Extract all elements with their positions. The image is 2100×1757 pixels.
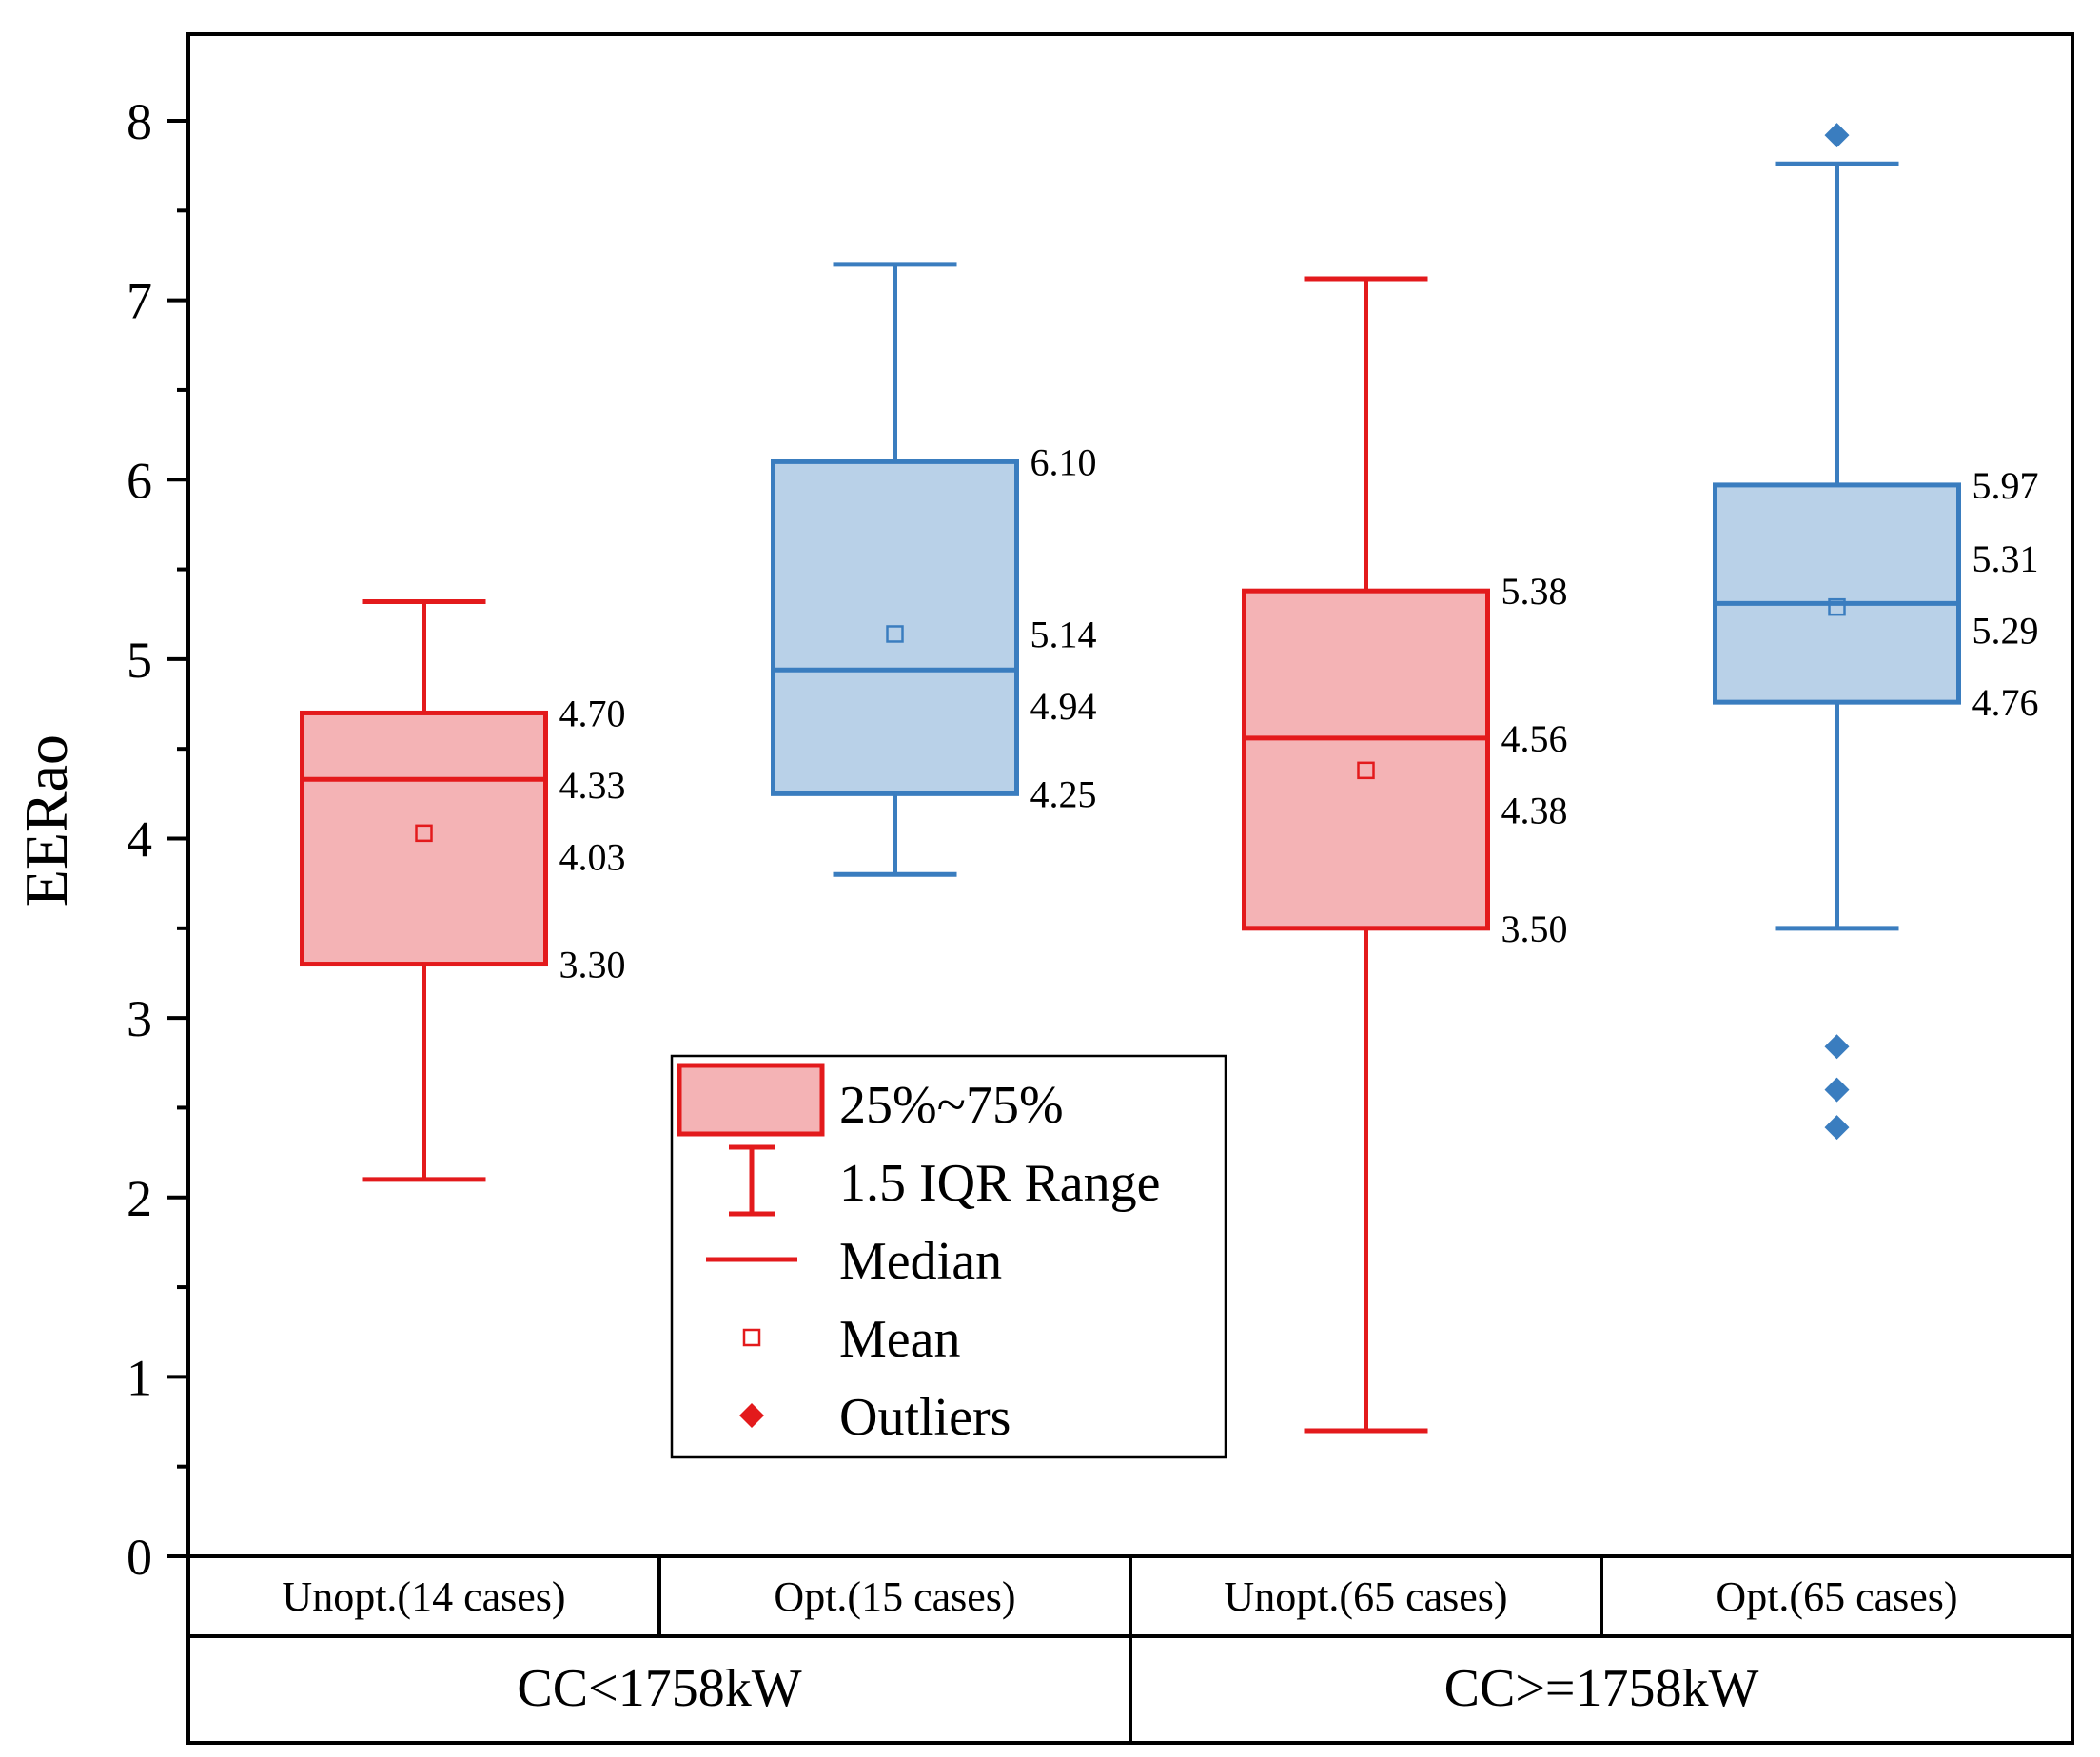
iqr-box <box>1713 482 1961 705</box>
value-label: 4.76 <box>1972 681 2039 724</box>
iqr-box <box>1242 588 1490 931</box>
outlier-point <box>1824 1077 1850 1103</box>
mean-marker <box>886 625 904 643</box>
outlier-point <box>1824 1115 1850 1141</box>
box-group <box>771 262 1019 877</box>
y-tick-label: 0 <box>127 1529 152 1586</box>
box-group <box>300 599 548 1182</box>
mean-marker <box>1357 761 1375 780</box>
y-tick-label: 7 <box>127 273 152 330</box>
legend-label: Median <box>839 1232 1002 1291</box>
value-label: 5.38 <box>1501 570 1568 613</box>
group-label: CC>=1758kW <box>1444 1659 1759 1718</box>
y-tick-label: 2 <box>127 1170 152 1227</box>
mean-marker <box>1828 597 1846 616</box>
legend-item: Median <box>706 1232 1002 1291</box>
y-tick-label: 3 <box>127 990 152 1047</box>
legend-item: Outliers <box>739 1388 1011 1447</box>
legend-label: Outliers <box>839 1388 1011 1447</box>
value-label: 5.97 <box>1972 464 2039 507</box>
box-series <box>300 123 1961 1434</box>
category-table: Unopt.(14 cases) Opt.(15 cases) Unopt.(65 … <box>188 1556 2072 1743</box>
category-label: Unopt.(65 cases) <box>1224 1573 1507 1620</box>
group-label: CC<1758kW <box>517 1659 801 1718</box>
iqr-box <box>771 459 1019 796</box>
value-label: 4.94 <box>1030 685 1097 728</box>
box-group <box>1242 276 1490 1434</box>
value-label: 6.10 <box>1030 440 1097 483</box>
value-label: 4.56 <box>1501 717 1568 760</box>
value-label: 4.38 <box>1501 789 1568 831</box>
outlier-point <box>1824 123 1850 148</box>
legend-swatch-mean <box>742 1328 761 1347</box>
y-axis-label: EERao <box>12 734 80 907</box>
value-label: 3.50 <box>1501 908 1568 950</box>
value-label: 4.70 <box>559 692 626 734</box>
iqr-box <box>300 710 548 967</box>
value-labels: 4.70 4.33 4.03 3.30 6.10 5.14 4.94 4.25 5.38 4.56… <box>559 440 2039 986</box>
value-label: 5.31 <box>1972 537 2039 580</box>
value-label: 3.30 <box>559 944 626 986</box>
y-tick-label: 4 <box>127 811 152 869</box>
value-label: 4.03 <box>559 835 626 878</box>
legend: 25%~75% 1.5 IQR Range Median Mean Outliers <box>670 1054 1227 1459</box>
value-label: 4.25 <box>1030 772 1097 815</box>
y-tick-label: 8 <box>127 93 152 150</box>
legend-item: 1.5 IQR Range <box>729 1144 1161 1217</box>
category-label: Opt.(65 cases) <box>1716 1573 1957 1620</box>
box-group <box>1713 123 1961 1141</box>
value-label: 4.33 <box>559 764 626 807</box>
legend-swatch-outlier <box>739 1403 764 1428</box>
y-tick-label: 6 <box>127 452 152 509</box>
value-label: 5.29 <box>1972 610 2039 653</box>
value-label: 5.14 <box>1030 613 1097 655</box>
category-label: Unopt.(14 cases) <box>282 1573 565 1620</box>
legend-label: 25%~75% <box>839 1076 1064 1135</box>
outlier-point <box>1824 1034 1850 1060</box>
y-tick-label: 1 <box>127 1349 152 1406</box>
mean-marker <box>415 824 433 843</box>
legend-item: 25%~75% <box>677 1063 1064 1137</box>
legend-label: 1.5 IQR Range <box>839 1154 1161 1213</box>
legend-swatch-box <box>677 1063 825 1137</box>
category-label: Opt.(15 cases) <box>774 1573 1015 1620</box>
legend-item: Mean <box>742 1310 961 1369</box>
y-tick-label: 5 <box>127 632 152 689</box>
legend-label: Mean <box>839 1310 961 1369</box>
